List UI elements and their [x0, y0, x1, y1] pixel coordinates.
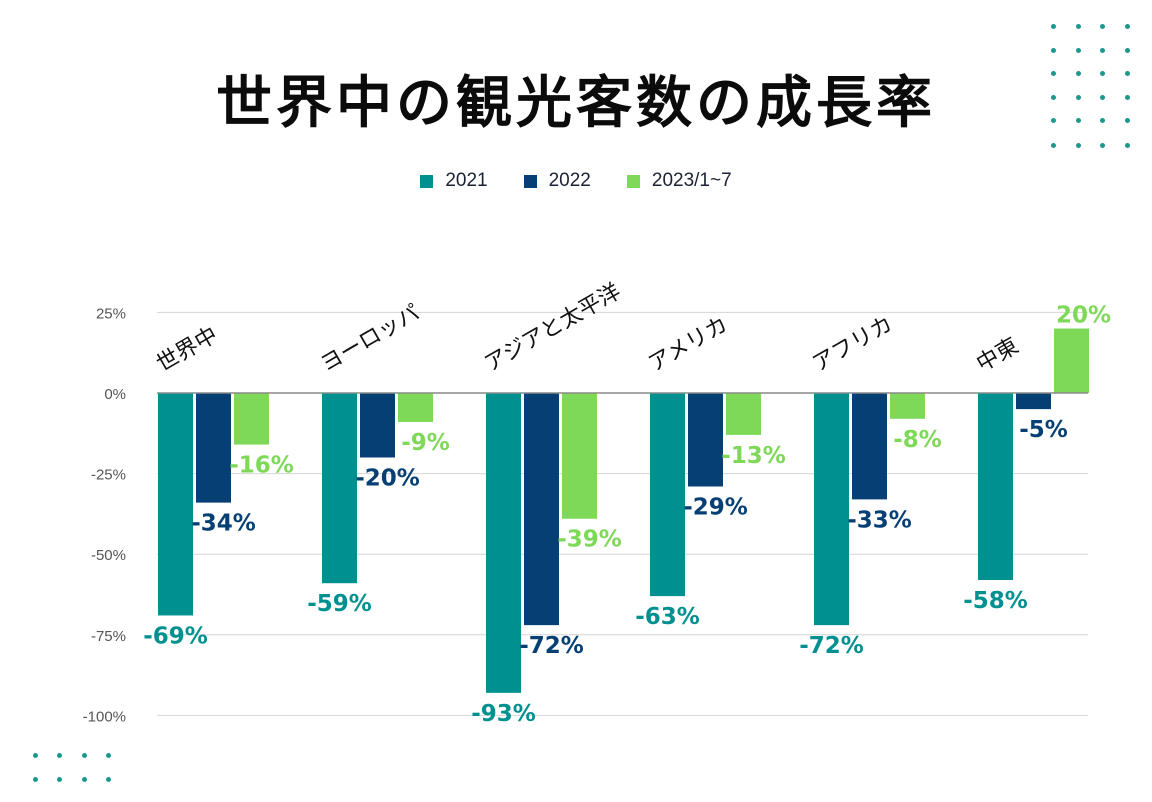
bar-202317-5 — [1054, 328, 1089, 393]
data-label: -33% — [847, 507, 912, 533]
decorative-dot — [1124, 117, 1130, 123]
data-label: -13% — [721, 443, 786, 469]
bar-2021-4 — [814, 393, 849, 626]
bars — [158, 328, 1089, 693]
decorative-dot — [1050, 47, 1056, 53]
legend-item-2023: 2023/1~7 — [626, 170, 732, 192]
bar-202317-3 — [726, 393, 761, 435]
decorative-dot — [1099, 142, 1105, 148]
decorative-dot — [1075, 117, 1081, 123]
bar-2021-5 — [978, 393, 1013, 580]
bar-2022-5 — [1016, 393, 1051, 410]
decorative-dot — [105, 776, 111, 782]
data-label: -93% — [471, 701, 536, 727]
decorative-dot — [1075, 94, 1081, 100]
legend-label-2022: 2022 — [548, 170, 591, 191]
decorative-dot — [1075, 70, 1081, 76]
legend-swatch-2021 — [420, 174, 434, 188]
decorative-dot — [1124, 23, 1130, 29]
bar-2021-3 — [650, 393, 685, 597]
decorative-dot — [81, 752, 87, 758]
legend-swatch-2022 — [523, 174, 537, 188]
gridlines — [157, 311, 1088, 716]
decorative-dot — [1099, 117, 1105, 123]
data-label: -63% — [635, 604, 700, 630]
legend-item-2022: 2022 — [523, 170, 591, 192]
category-label: 世界中 — [153, 323, 223, 378]
category-label: 中東 — [973, 334, 1024, 378]
data-label: -59% — [307, 591, 372, 617]
bar-202317-0 — [234, 393, 269, 445]
bar-202317-4 — [890, 393, 925, 419]
decorative-dot — [1099, 47, 1105, 53]
decorative-dot — [1050, 117, 1056, 123]
data-label: -69% — [143, 623, 208, 649]
y-tick-label: 0% — [104, 386, 126, 403]
chart-title: 世界中の観光客数の成長率 — [216, 71, 936, 136]
decorative-dot — [1124, 94, 1130, 100]
decorative-dot — [1050, 23, 1056, 29]
data-label: -20% — [355, 465, 420, 491]
data-label: 20% — [1056, 303, 1111, 329]
decorative-dot — [56, 776, 62, 782]
bar-2022-1 — [360, 393, 395, 458]
legend-swatch-2023 — [626, 174, 640, 188]
decorative-dot — [81, 776, 87, 782]
category-label: アフリカ — [809, 312, 898, 378]
y-tick-label: -50% — [91, 547, 126, 564]
y-tick-label: 25% — [96, 305, 126, 322]
data-label: -58% — [963, 588, 1028, 614]
decorative-dot — [1075, 23, 1081, 29]
decorative-dot — [1050, 142, 1056, 148]
legend-label-2021: 2021 — [445, 170, 488, 191]
decorative-dot — [1099, 70, 1105, 76]
decorative-dot — [1124, 70, 1130, 76]
legend-item-2021: 2021 — [420, 170, 488, 192]
data-labels: -69% -34% -16% -59% -20% -9% -93% -72% -39% -63% -… — [143, 303, 1111, 727]
legend: 2021 2022 2023/1~7 — [0, 170, 1152, 192]
decorative-dot — [32, 776, 38, 782]
category-label: アメリカ — [645, 312, 733, 377]
decorative-dot — [56, 752, 62, 758]
data-label: -8% — [893, 427, 942, 453]
bar-202317-2 — [562, 393, 597, 519]
y-tick-label: -100% — [83, 708, 126, 725]
y-tick-label: -25% — [91, 467, 126, 484]
category-labels: 世界中 ヨーロッパ アジアと太平洋 アメリカ アフリカ 中東 — [153, 279, 1024, 377]
decorative-dot — [1124, 142, 1130, 148]
bar-2022-3 — [688, 393, 723, 487]
bar-2022-0 — [196, 393, 231, 503]
category-label: アジアと太平洋 — [481, 279, 626, 377]
data-label: -72% — [519, 633, 584, 659]
bar-2021-0 — [158, 393, 193, 616]
data-label: -34% — [191, 511, 256, 537]
decorative-dot — [1050, 94, 1056, 100]
y-tick-label: -75% — [91, 628, 126, 645]
data-label: -9% — [401, 430, 450, 456]
decorative-dot — [1099, 23, 1105, 29]
decorative-dot — [1099, 94, 1105, 100]
bar-202317-1 — [398, 393, 433, 423]
bar-2021-1 — [322, 393, 357, 584]
legend-label-2023: 2023/1~7 — [651, 170, 732, 191]
data-label: -72% — [799, 633, 864, 659]
y-axis-ticks: 25% 0% -25% -50% -75% -100% — [83, 305, 126, 725]
data-label: -5% — [1019, 417, 1068, 443]
bar-2021-2 — [486, 393, 521, 693]
decorative-dot — [32, 752, 38, 758]
data-label: -29% — [683, 494, 748, 520]
decorative-dot — [1124, 47, 1130, 53]
data-label: -39% — [557, 527, 622, 553]
bar-2022-4 — [852, 393, 887, 500]
data-label: -16% — [229, 453, 294, 479]
decorative-dot — [1075, 142, 1081, 148]
decorative-dot — [105, 752, 111, 758]
bar-2022-2 — [524, 393, 559, 626]
decorative-dot — [1075, 47, 1081, 53]
decorative-dot — [1050, 70, 1056, 76]
